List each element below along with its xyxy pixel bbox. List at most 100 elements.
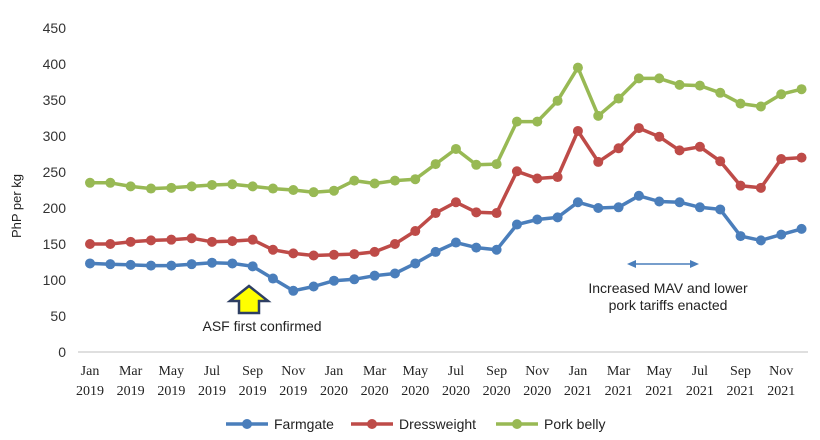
legend-label: Farmgate	[274, 416, 334, 432]
y-tick-label: 0	[58, 344, 66, 360]
data-point-pork-belly	[186, 181, 197, 192]
x-tick-label-month: May	[402, 364, 428, 379]
data-point-farmgate	[247, 261, 258, 272]
data-point-farmgate	[674, 197, 685, 208]
data-point-farmgate	[776, 229, 787, 240]
data-point-dressweight	[308, 250, 319, 261]
data-point-pork-belly	[145, 183, 156, 194]
data-point-farmgate	[166, 260, 177, 271]
x-tick-label-year: 2020	[361, 384, 389, 399]
x-tick-label-month: Jan	[81, 364, 100, 379]
data-point-pork-belly	[328, 185, 339, 196]
data-point-dressweight	[511, 166, 522, 177]
x-tick-label-month: Mar	[119, 364, 143, 379]
data-point-pork-belly	[430, 159, 441, 170]
data-point-pork-belly	[247, 181, 258, 192]
x-tick-label-month: Nov	[525, 364, 549, 379]
series-line-dressweight	[88, 126, 804, 258]
data-point-pork-belly	[471, 159, 482, 170]
y-tick-label: 150	[43, 236, 67, 252]
data-point-dressweight	[715, 156, 726, 167]
x-tick-label-month: Sep	[486, 364, 507, 379]
x-tick-label-year: 2020	[483, 384, 511, 399]
data-point-pork-belly	[125, 181, 136, 192]
data-point-farmgate	[369, 270, 380, 281]
data-point-farmgate	[105, 259, 116, 270]
data-point-farmgate	[85, 258, 95, 269]
x-tick-label-year: 2019	[239, 384, 267, 399]
data-point-pork-belly	[105, 177, 116, 188]
y-tick-label: 350	[43, 92, 67, 108]
x-tick-label-month: Sep	[730, 364, 751, 379]
asf-annotation-label: ASF first confirmed	[202, 318, 321, 334]
y-tick-label: 100	[43, 272, 67, 288]
data-point-dressweight	[430, 208, 441, 219]
data-point-pork-belly	[796, 84, 807, 95]
y-tick-label: 50	[50, 308, 66, 324]
y-tick-label: 450	[43, 20, 67, 36]
data-point-dressweight	[613, 143, 624, 154]
data-point-pork-belly	[308, 187, 319, 198]
mav-double-arrow-icon	[627, 260, 699, 268]
data-point-dressweight	[85, 239, 95, 249]
x-tick-label-year: 2020	[523, 384, 551, 399]
data-point-dressweight	[694, 141, 705, 152]
x-tick-label-year: 2021	[767, 384, 795, 399]
legend-swatch-marker	[242, 419, 252, 429]
y-axis: 0 50 100 150 200 250 300 350 400 450	[43, 20, 67, 360]
x-tick-label-year: 2020	[320, 384, 348, 399]
data-point-dressweight	[105, 239, 116, 249]
data-point-pork-belly	[633, 73, 644, 84]
data-point-farmgate	[796, 223, 807, 234]
data-point-pork-belly	[491, 159, 502, 170]
data-point-pork-belly	[288, 185, 299, 195]
data-point-pork-belly	[267, 183, 278, 194]
data-point-farmgate	[389, 268, 400, 279]
legend-swatch-marker	[512, 419, 522, 429]
x-tick-label-year: 2019	[279, 384, 307, 399]
x-tick-label-month: Jan	[569, 364, 588, 379]
data-point-dressweight	[572, 125, 583, 136]
asf-arrow-icon	[226, 284, 272, 315]
y-tick-label: 300	[43, 128, 67, 144]
series-pork-belly	[85, 62, 807, 198]
data-point-farmgate	[125, 259, 136, 270]
data-point-farmgate	[471, 242, 482, 253]
data-point-pork-belly	[227, 179, 238, 190]
x-tick-label-year: 2021	[645, 384, 673, 399]
series-line-pork-belly	[88, 65, 804, 194]
data-point-farmgate	[654, 196, 665, 207]
data-point-farmgate	[145, 260, 156, 271]
data-point-dressweight	[145, 235, 156, 246]
data-point-pork-belly	[369, 178, 380, 189]
y-axis-title: PhP per kg	[9, 174, 24, 238]
x-tick-label-month: Sep	[242, 364, 263, 379]
mav-annotation-line-2: pork tariffs enacted	[609, 297, 728, 313]
x-tick-label-year: 2020	[442, 384, 470, 399]
series-layer	[85, 62, 807, 296]
data-point-dressweight	[735, 180, 746, 191]
data-point-dressweight	[471, 207, 482, 218]
data-point-dressweight	[369, 246, 380, 257]
x-tick-label-year: 2021	[605, 384, 633, 399]
data-point-farmgate	[267, 273, 278, 284]
data-point-dressweight	[227, 236, 238, 247]
data-point-pork-belly	[593, 110, 604, 121]
series-dressweight	[85, 123, 807, 261]
x-tick-label-year: 2021	[564, 384, 592, 399]
data-point-farmgate	[511, 219, 522, 230]
data-point-dressweight	[410, 226, 421, 237]
data-point-pork-belly	[206, 179, 217, 190]
data-point-dressweight	[593, 156, 604, 167]
data-point-dressweight	[206, 236, 217, 247]
data-point-dressweight	[247, 234, 258, 245]
data-point-farmgate	[288, 285, 299, 296]
data-point-farmgate	[572, 197, 583, 208]
x-tick-label-month: Nov	[769, 364, 793, 379]
data-point-pork-belly	[715, 87, 726, 98]
x-tick-label-year: 2021	[686, 384, 714, 399]
legend-item-pork-belly: Pork belly	[496, 416, 605, 432]
data-point-dressweight	[186, 233, 197, 244]
data-point-dressweight	[755, 182, 766, 193]
x-tick-label-year: 2019	[157, 384, 185, 399]
